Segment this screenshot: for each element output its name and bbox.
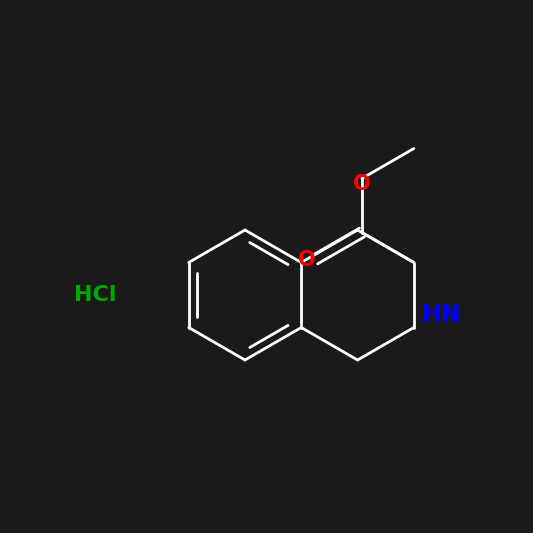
Text: O: O: [298, 249, 316, 270]
Text: HN: HN: [422, 303, 462, 327]
Text: O: O: [353, 174, 371, 193]
Text: HCl: HCl: [74, 285, 116, 305]
